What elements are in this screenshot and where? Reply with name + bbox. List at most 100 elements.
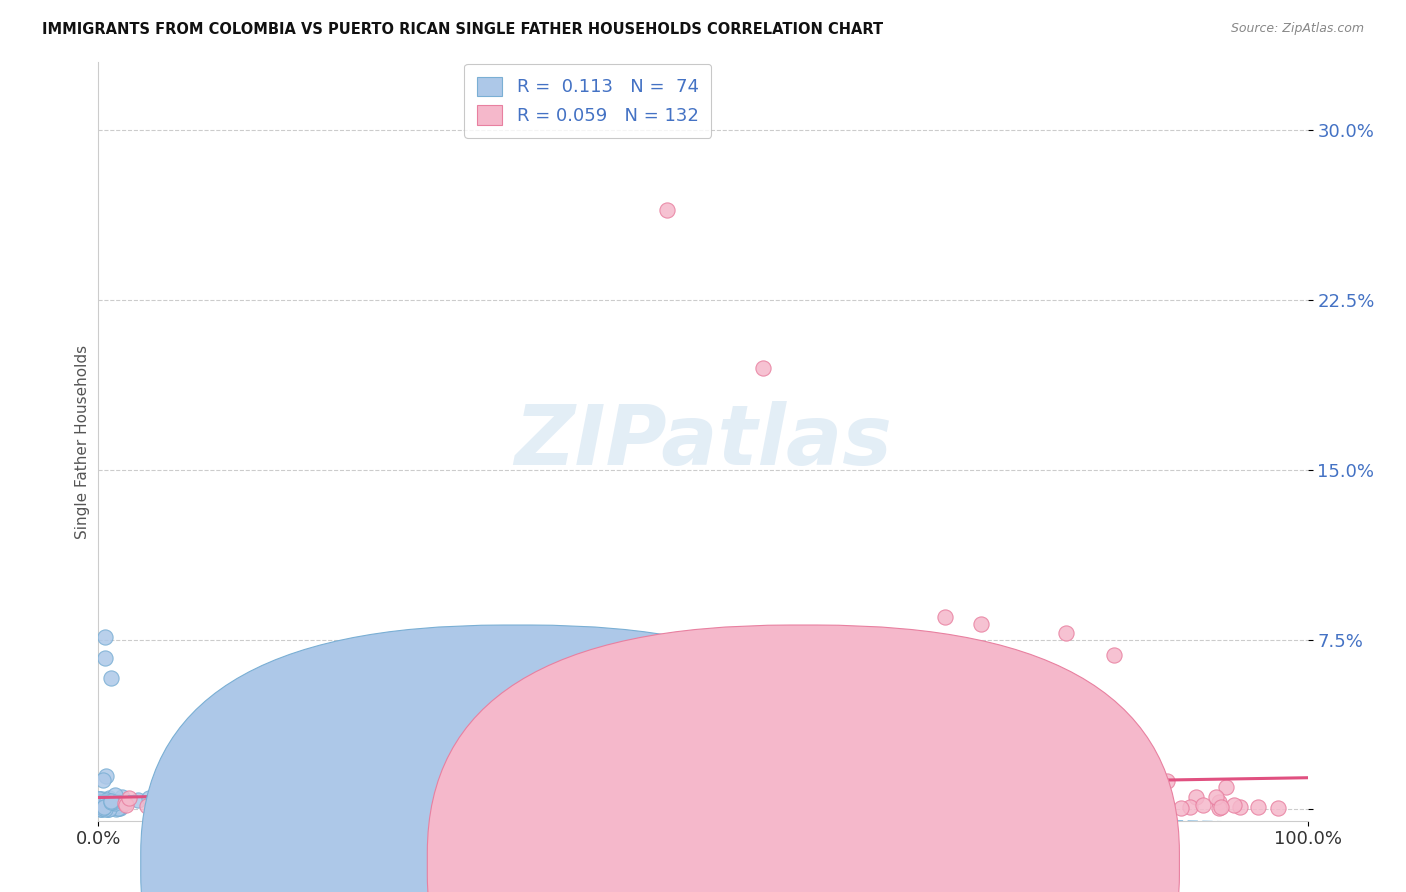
Point — [849, 800, 872, 814]
Point — [883, 796, 905, 810]
Point — [752, 361, 775, 376]
Point — [157, 793, 180, 807]
Point — [650, 791, 672, 805]
Text: Puerto Ricans: Puerto Ricans — [863, 855, 977, 873]
Point — [1040, 786, 1063, 800]
Point — [803, 801, 825, 815]
Point — [1192, 798, 1215, 813]
Point — [89, 796, 111, 810]
Point — [91, 801, 114, 815]
Point — [337, 797, 360, 811]
Point — [699, 797, 721, 811]
Point — [108, 801, 131, 815]
Point — [259, 791, 281, 805]
Point — [837, 801, 859, 815]
Point — [1170, 801, 1192, 815]
Point — [499, 801, 522, 815]
Point — [1211, 799, 1233, 814]
Point — [90, 800, 112, 814]
Point — [1247, 799, 1270, 814]
Point — [815, 801, 838, 815]
Point — [486, 648, 509, 663]
Point — [228, 796, 250, 810]
Point — [873, 640, 896, 654]
Point — [298, 795, 321, 809]
Point — [100, 800, 122, 814]
Point — [148, 797, 170, 811]
Point — [1208, 795, 1230, 809]
Point — [406, 799, 429, 814]
Point — [962, 795, 984, 809]
Point — [558, 797, 581, 811]
Point — [94, 630, 117, 644]
Point — [93, 800, 115, 814]
Point — [274, 798, 297, 813]
Point — [87, 791, 110, 805]
Point — [718, 788, 741, 802]
Point — [90, 802, 112, 816]
Point — [100, 671, 122, 685]
Point — [115, 798, 138, 813]
Point — [658, 800, 681, 814]
FancyBboxPatch shape — [427, 625, 1180, 892]
Point — [195, 798, 218, 813]
Point — [89, 802, 111, 816]
Point — [1267, 801, 1289, 815]
Point — [239, 798, 262, 813]
Point — [803, 797, 825, 812]
Point — [90, 798, 112, 813]
Point — [127, 793, 149, 807]
Point — [962, 801, 984, 815]
Point — [831, 799, 853, 814]
Point — [863, 797, 886, 811]
Text: IMMIGRANTS FROM COLOMBIA VS PUERTO RICAN SINGLE FATHER HOUSEHOLDS CORRELATION CH: IMMIGRANTS FROM COLOMBIA VS PUERTO RICAN… — [42, 22, 883, 37]
Point — [346, 801, 368, 815]
Point — [197, 798, 219, 813]
Point — [411, 801, 433, 815]
Point — [655, 202, 678, 217]
Point — [101, 797, 124, 811]
Point — [717, 801, 740, 815]
Point — [814, 799, 837, 814]
Point — [856, 796, 879, 810]
Point — [246, 802, 269, 816]
Point — [499, 802, 522, 816]
Point — [90, 792, 112, 806]
Point — [100, 794, 122, 808]
Point — [100, 795, 122, 809]
Point — [138, 790, 160, 805]
Point — [1101, 793, 1123, 807]
Point — [1143, 801, 1166, 815]
Point — [287, 781, 309, 796]
Point — [505, 797, 527, 812]
Point — [209, 797, 232, 812]
Point — [579, 800, 602, 814]
Point — [111, 790, 134, 805]
Point — [1156, 773, 1178, 788]
Point — [318, 798, 340, 813]
Point — [93, 800, 115, 814]
Point — [87, 801, 110, 815]
Point — [472, 793, 495, 807]
Point — [368, 797, 391, 812]
Point — [675, 802, 697, 816]
Point — [450, 798, 472, 813]
Point — [579, 792, 602, 806]
Y-axis label: Single Father Households: Single Father Households — [75, 344, 90, 539]
Legend: R =  0.113   N =  74, R = 0.059   N = 132: R = 0.113 N = 74, R = 0.059 N = 132 — [464, 64, 711, 138]
Point — [576, 801, 599, 815]
Point — [353, 801, 375, 815]
Point — [1184, 789, 1206, 804]
Point — [1002, 802, 1025, 816]
Point — [91, 798, 114, 813]
Point — [889, 802, 911, 816]
Point — [814, 802, 837, 816]
Point — [776, 801, 799, 815]
Point — [89, 795, 111, 809]
Point — [152, 797, 174, 812]
Point — [259, 797, 281, 812]
Point — [101, 797, 124, 812]
Point — [582, 781, 605, 796]
Point — [583, 794, 606, 808]
Point — [1069, 801, 1091, 815]
